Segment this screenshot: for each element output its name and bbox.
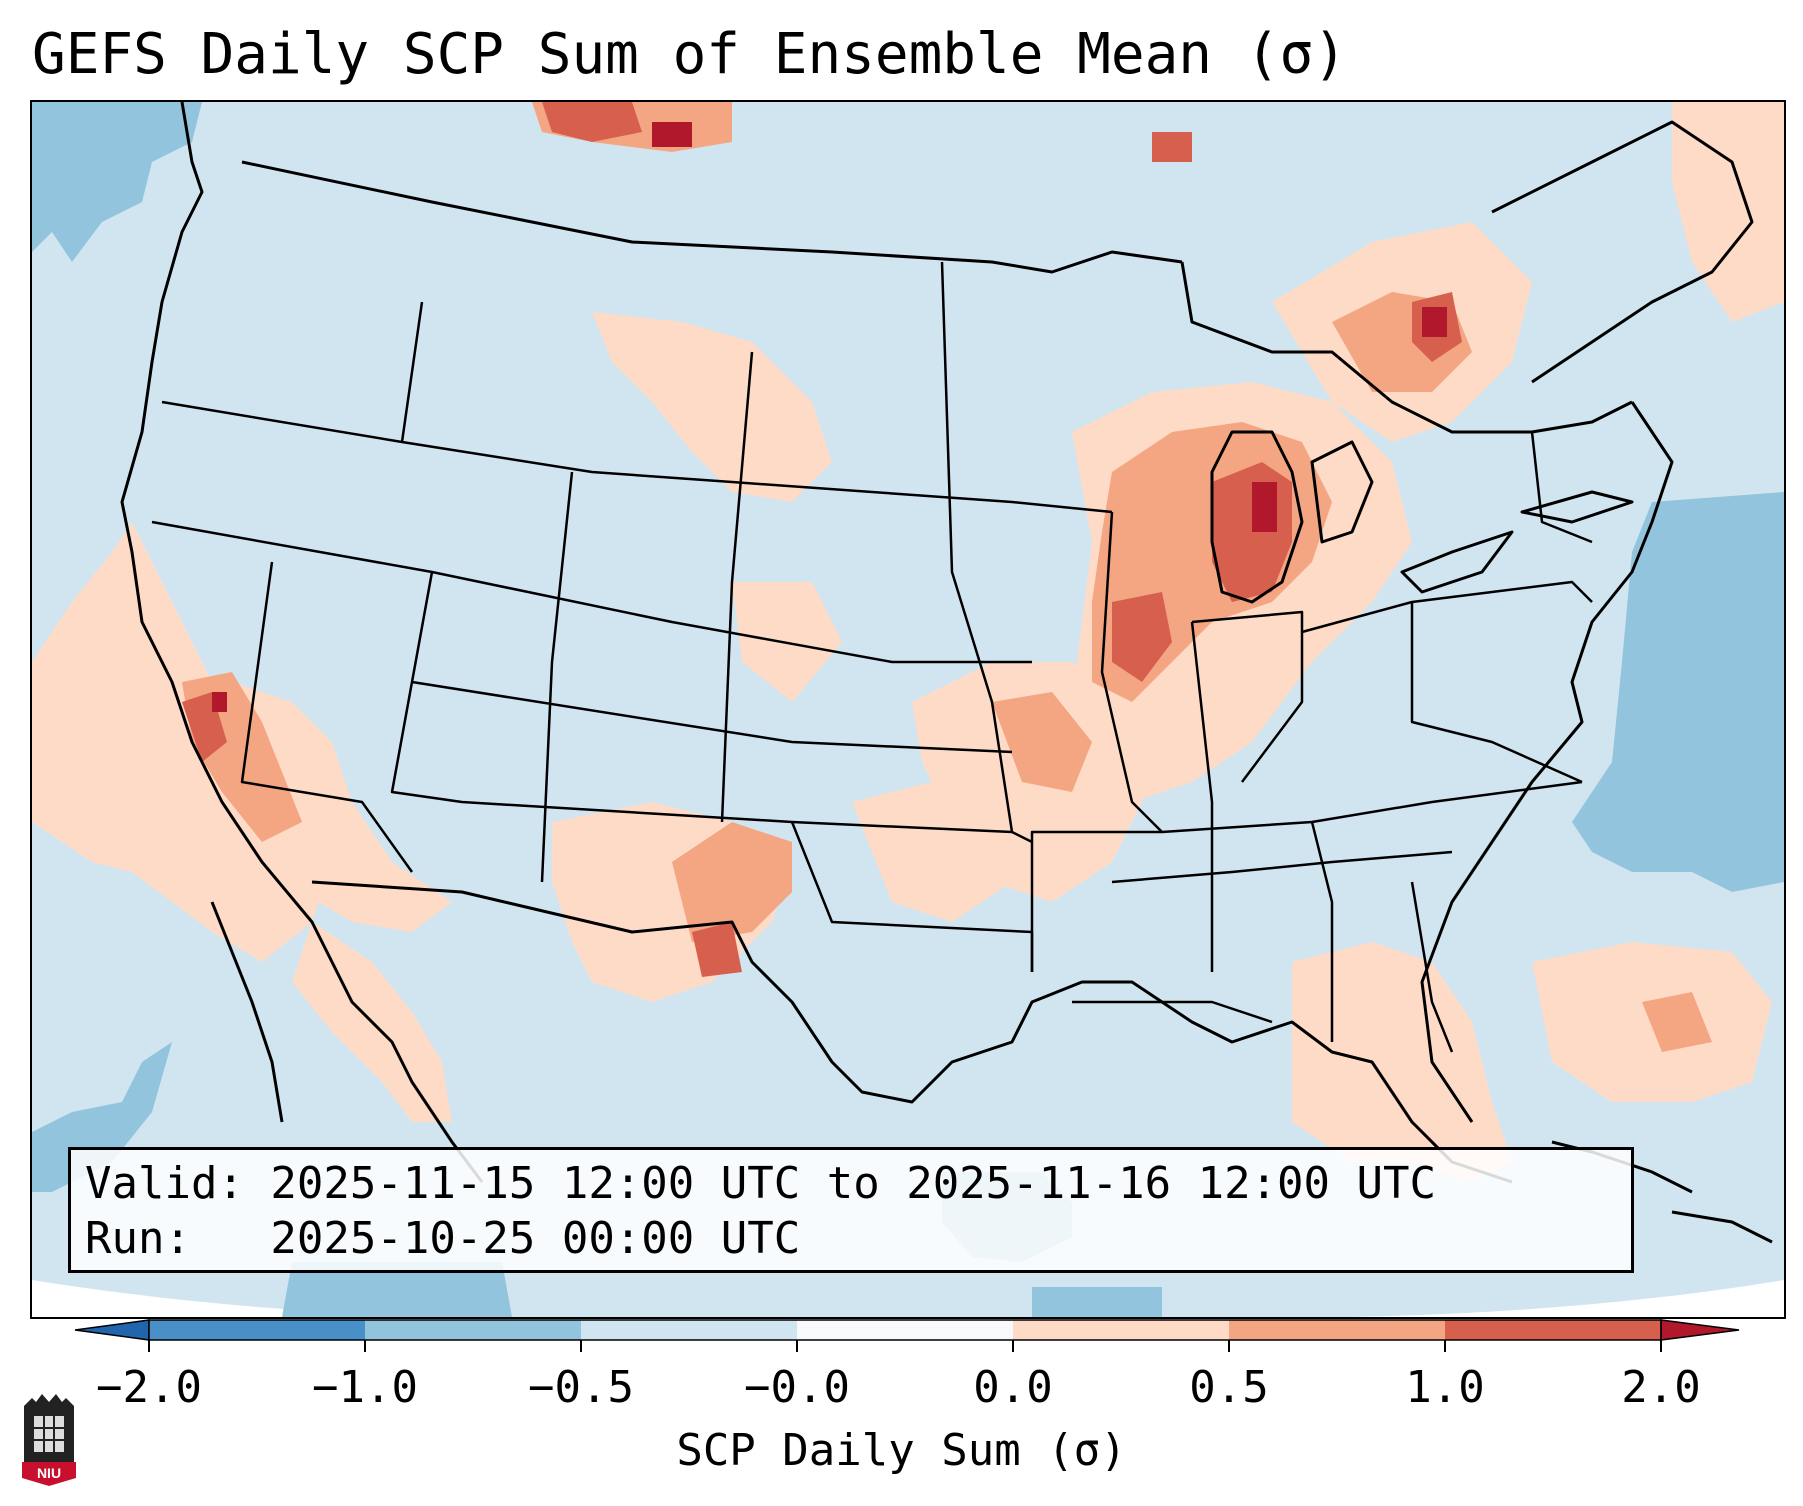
colorbar-bin-7	[1445, 1320, 1661, 1340]
domain-edge-left	[32, 1280, 452, 1317]
negative-anomaly-regions	[32, 102, 1784, 1317]
illinois-indiana-border	[1190, 621, 1214, 972]
cuba-outline	[1671, 1210, 1773, 1244]
great-lakes-border	[1180, 261, 1633, 434]
neg-region-pacific-south	[282, 1262, 512, 1317]
colorbar-bin-4	[797, 1320, 1013, 1340]
colorbar-svg	[74, 1319, 1740, 1352]
colorbar-tick-label: 2.0	[1621, 1362, 1701, 1413]
new-york-border	[1530, 431, 1593, 544]
colorbar-tick-label: 1.0	[1405, 1362, 1485, 1413]
alabama-border	[1310, 821, 1334, 1042]
pos-high-hudson	[1152, 132, 1192, 162]
lake-michigan-shore	[1210, 430, 1304, 604]
neg-region-caribbean	[1032, 1287, 1162, 1317]
colorbar-bin-1	[149, 1320, 365, 1340]
state-line-mid-row-3	[390, 571, 1033, 844]
utah-colorado-border	[540, 471, 574, 883]
colorbar-outline	[148, 1319, 1662, 1341]
logo-window	[34, 1416, 64, 1452]
colorbar-tick-label: −2.0	[96, 1362, 202, 1413]
colorbar-tick-label: 0.0	[973, 1362, 1053, 1413]
lake-ontario-shore	[1520, 490, 1634, 524]
domain-edge-right	[1352, 1280, 1784, 1317]
virginia-border	[1410, 602, 1583, 784]
colorbar-bin-3	[581, 1320, 797, 1340]
pos-low-great-basin	[232, 682, 452, 932]
pacific-coastline	[120, 102, 484, 1183]
georgia-border	[1410, 881, 1454, 1053]
pos-med-missouri	[992, 692, 1092, 792]
tennessee-border	[1111, 850, 1453, 884]
pos-extreme-alberta	[652, 122, 692, 147]
colorbar-bin-6	[1229, 1320, 1445, 1340]
atlantic-coastline	[1420, 401, 1674, 1123]
iowa-illinois-border	[1100, 511, 1163, 833]
ohio-pennsylvania-border	[1301, 580, 1593, 634]
pos-extreme-michigan	[1252, 482, 1277, 532]
map-canvas	[32, 102, 1784, 1317]
run-time-text: Run: 2025-10-25 00:00 UTC	[85, 1213, 801, 1264]
map-panel: Valid: 2025-11-15 12:00 UTC to 2025-11-1…	[30, 100, 1786, 1319]
st-lawrence-coastline	[1491, 120, 1754, 384]
lake-huron-shore	[1310, 440, 1374, 544]
colorbar	[0, 1318, 1803, 1358]
pos-low-newfoundland	[1672, 102, 1784, 322]
neg-region-pacific-nw	[32, 102, 202, 262]
pos-low-florida	[1292, 942, 1512, 1182]
nevada-border	[240, 561, 414, 873]
lake-erie-shore	[1400, 530, 1514, 594]
ohio-indiana-border	[1191, 610, 1304, 783]
pos-low-montana	[592, 312, 832, 502]
gulf-states-border	[1072, 1000, 1273, 1024]
colorbar-ticks	[148, 1340, 1662, 1352]
validity-info-box: Valid: 2025-11-15 12:00 UTC to 2025-11-1…	[68, 1147, 1634, 1273]
pos-high-indiana	[1112, 592, 1172, 682]
valid-time-text: Valid: 2025-11-15 12:00 UTC to 2025-11-1…	[85, 1158, 1437, 1209]
state-line-mid-row-2	[411, 680, 1013, 754]
pos-med-new-mexico	[672, 822, 792, 942]
dakota-minnesota-border	[940, 261, 1014, 833]
colorbar-tick-label: 0.5	[1189, 1362, 1269, 1413]
southern-border-gulf-coast	[311, 880, 1513, 1184]
state-boundaries	[151, 261, 1593, 1053]
colorbar-bin-5	[1013, 1320, 1229, 1340]
niu-logo: NIU	[22, 1394, 76, 1486]
colorbar-bin-2	[365, 1320, 581, 1340]
state-line-south-row	[1030, 780, 1583, 972]
pos-high-new-mexico	[692, 922, 742, 977]
colorbar-label: SCP Daily Sum (σ)	[676, 1425, 1127, 1476]
baja-outline	[210, 901, 284, 1123]
colorbar-tick-label: −0.0	[744, 1362, 850, 1413]
montana-dakota-border	[720, 351, 754, 823]
colorbar-extend-low	[74, 1319, 150, 1341]
neg-region-atlantic	[1572, 492, 1784, 892]
logo-shield	[22, 1462, 76, 1486]
positive-anomaly-extreme	[212, 122, 1447, 712]
map-boundaries	[120, 102, 1754, 1184]
map-title: GEFS Daily SCP Sum of Ensemble Mean (σ)	[32, 22, 1347, 87]
pos-med-atlantic	[1642, 992, 1712, 1052]
us-canada-border	[241, 160, 1183, 274]
pos-extreme-ontario	[1422, 307, 1447, 337]
logo-text: NIU	[37, 1465, 61, 1481]
colorbar-tick-label: −1.0	[312, 1362, 418, 1413]
pos-low-oklahoma	[852, 782, 1012, 922]
logo-window-grid	[34, 1416, 64, 1452]
pos-extreme-california	[212, 692, 227, 712]
colorbar-tick-label: −0.5	[528, 1362, 634, 1413]
pos-high-alberta	[542, 102, 642, 142]
colorbar-extend-high	[1660, 1319, 1740, 1341]
state-line-mid-row-1	[151, 520, 1032, 664]
idaho-border	[400, 301, 424, 443]
neg-region-pacific-sw	[32, 1042, 172, 1192]
